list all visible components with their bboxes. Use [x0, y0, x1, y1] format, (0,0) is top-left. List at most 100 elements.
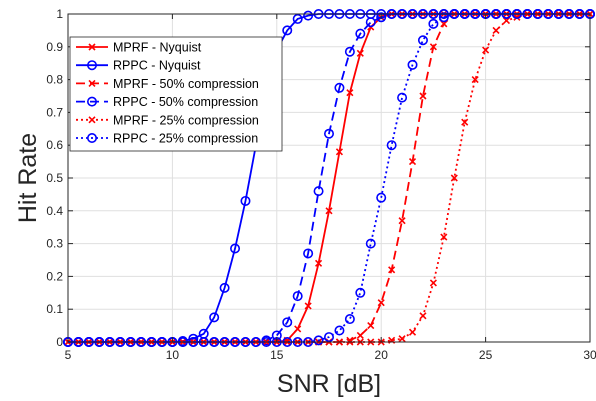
data-point	[365, 238, 376, 249]
data-point	[303, 10, 314, 21]
x-tick-label: 5	[65, 348, 72, 362]
x-axis-title: SNR [dB]	[277, 370, 381, 398]
data-point	[471, 76, 479, 84]
data-point	[323, 128, 334, 139]
y-tick-label: 0.1	[46, 302, 63, 316]
marker-stroke	[356, 331, 364, 340]
data-point	[344, 314, 355, 325]
marker-stroke	[429, 43, 437, 51]
x-tick-label: 15	[270, 348, 284, 362]
y-tick-label: 0.4	[46, 204, 63, 218]
data-point	[398, 217, 406, 225]
marker-stroke	[304, 302, 312, 310]
marker-stroke	[492, 26, 500, 34]
data-point	[428, 18, 439, 29]
x-tick-label: 25	[479, 348, 493, 362]
marker-stroke	[440, 233, 448, 241]
data-point	[376, 12, 387, 23]
marker-stroke	[513, 13, 521, 21]
data-point	[377, 299, 385, 307]
legend-swatch-marker	[88, 116, 96, 124]
y-tick-label: 0	[56, 335, 63, 349]
marker-stroke	[377, 299, 385, 307]
marker-stroke	[450, 174, 458, 182]
data-point	[367, 322, 375, 330]
data-point	[397, 92, 408, 103]
data-point	[388, 266, 396, 274]
data-point	[282, 317, 293, 328]
marker-stroke	[398, 335, 406, 343]
marker-stroke	[482, 46, 490, 54]
data-point	[314, 259, 323, 267]
data-point	[440, 233, 448, 241]
marker-stroke	[408, 158, 417, 166]
legend-swatch-marker	[88, 43, 96, 51]
legend-label: MPRF - Nyquist	[113, 41, 202, 55]
data-point	[334, 82, 345, 93]
data-point	[386, 140, 397, 151]
data-point	[408, 328, 417, 336]
y-tick-label: 0.9	[46, 40, 63, 54]
legend-label: RPPC - 25% compression	[113, 132, 258, 146]
y-tick-label: 0.6	[46, 138, 63, 152]
legend-entry: RPPC - 25% compression	[76, 132, 258, 146]
y-tick-label: 0.2	[46, 269, 63, 283]
data-point	[292, 291, 303, 302]
data-point	[346, 89, 354, 97]
y-tick-label: 0.5	[46, 171, 63, 185]
data-point	[230, 243, 241, 254]
marker-stroke	[314, 259, 323, 267]
y-tick-label: 0.7	[46, 105, 63, 119]
data-point	[344, 46, 355, 57]
y-tick-label: 0.8	[46, 73, 63, 87]
data-point	[313, 186, 324, 197]
legend-entry: RPPC - 50% compression	[76, 95, 258, 109]
marker-stroke	[429, 279, 437, 287]
marker-stroke	[88, 116, 96, 124]
marker-stroke	[88, 79, 96, 87]
data-point	[461, 118, 469, 126]
x-tick-label: 10	[166, 348, 180, 362]
y-tick-labels: 0 0.1 0.2 0.3 0.4 0.5 0.6 0.7 0.8 0.9 1	[46, 7, 63, 349]
data-point	[398, 335, 406, 343]
legend-entry: MPRF - 50% compression	[76, 77, 259, 91]
legend: MPRF - Nyquist RPPC - Nyquist MPRF - 50% c…	[69, 36, 283, 152]
y-tick-label: 1	[56, 7, 63, 21]
marker-stroke	[408, 328, 417, 336]
x-tick-label: 20	[375, 348, 389, 362]
data-point	[365, 17, 376, 28]
data-point	[419, 92, 427, 100]
marker-stroke	[325, 207, 333, 215]
legend-box	[69, 36, 283, 152]
data-point	[334, 325, 345, 336]
data-point	[419, 312, 427, 320]
marker-stroke	[346, 89, 354, 97]
marker-stroke	[419, 92, 427, 100]
marker-stroke	[294, 325, 302, 333]
legend-label: MPRF - 50% compression	[113, 77, 259, 91]
data-point	[492, 26, 500, 34]
legend-swatch-marker	[87, 96, 98, 107]
data-point	[438, 12, 449, 23]
legend-swatch-marker	[87, 133, 98, 144]
y-tick-label: 0.3	[46, 237, 63, 251]
marker-stroke	[419, 312, 427, 320]
marker-stroke	[356, 49, 364, 57]
data-point	[355, 28, 366, 39]
data-point	[294, 325, 302, 333]
data-point	[323, 332, 334, 343]
marker-stroke	[388, 266, 396, 274]
data-point	[335, 148, 344, 156]
legend-swatch-marker	[87, 60, 98, 71]
data-point	[209, 312, 220, 323]
marker-stroke	[335, 148, 344, 156]
data-point	[450, 174, 458, 182]
data-point	[376, 192, 387, 203]
legend-entry: MPRF - 25% compression	[76, 113, 259, 127]
data-point	[325, 207, 333, 215]
data-point	[292, 13, 303, 24]
legend-entry: RPPC - Nyquist	[76, 59, 201, 73]
data-point	[429, 279, 437, 287]
data-point	[429, 43, 437, 51]
legend-label: MPRF - 25% compression	[113, 113, 259, 127]
